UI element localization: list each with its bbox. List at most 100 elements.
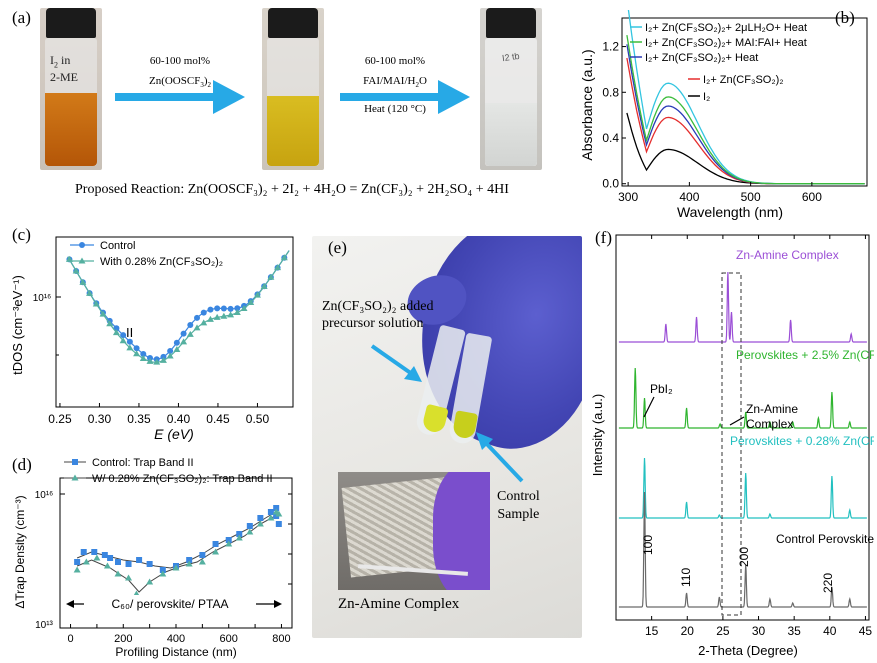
tdos-point-zn	[112, 329, 120, 336]
tdos-point-control	[200, 309, 207, 316]
panel-d-xlabel: Profiling Distance (nm)	[115, 645, 236, 659]
d-control-point	[91, 549, 98, 555]
d-xtick-label: 600	[220, 633, 238, 645]
panel-d-ylabel: ΔTrap Density (cm⁻³)	[13, 495, 27, 608]
d-control-point	[267, 509, 274, 515]
b-xtick-label: 300	[618, 190, 638, 204]
arrow-head-1-icon	[404, 366, 422, 382]
tdos-point-control	[220, 305, 227, 312]
d-zn-point	[82, 558, 90, 565]
tdos-point-control	[120, 332, 127, 339]
panel-e-text2-line1: Control	[497, 489, 540, 504]
d-zn-point	[212, 548, 220, 555]
c-legend-marker	[78, 257, 86, 264]
zn-amine-inset-photo	[338, 472, 490, 590]
c-legend-text-0: Control	[100, 240, 135, 252]
d-control-point	[159, 567, 166, 573]
absorbance-curve-1	[626, 34, 865, 185]
d-xtick-label: 200	[114, 633, 132, 645]
c-legend-marker	[79, 242, 85, 248]
tdos-point-zn	[106, 320, 114, 327]
tdos-point-control	[126, 338, 133, 345]
f-annot-110: 110	[679, 568, 693, 587]
f-xtick-label: 15	[645, 624, 659, 638]
tdos-point-zn	[79, 278, 87, 285]
f-trace-label-0: Zn-Amine Complex	[736, 248, 839, 262]
panel-b-frame	[621, 17, 868, 187]
f-xtick-label: 20	[681, 624, 695, 638]
tdos-point-zn	[186, 330, 194, 337]
vial1-label-2me: 2-ME	[50, 70, 78, 85]
panel-a-label: (a)	[12, 8, 31, 27]
xrd-trace-0	[618, 271, 867, 343]
panel-c-frame	[55, 236, 294, 408]
d-zn-point	[172, 564, 180, 571]
d-zn-point	[103, 562, 111, 569]
panel-b-chart: 300 400 500 600 0.0 0.4 0.8 1.2 Wavelength (nm)…	[580, 10, 868, 220]
d-zn-point	[275, 510, 283, 517]
c-xtick-label: 0.25	[48, 412, 72, 426]
panel-c-ytick: 10¹⁶	[33, 293, 52, 304]
d-zn-point	[114, 570, 122, 577]
d-control-point	[186, 557, 193, 563]
d-control-point	[246, 523, 253, 529]
vial-photo-2	[262, 8, 324, 170]
panel-c-chart: 0.25 0.30 0.35 0.40 0.45 0.50 10¹⁶ II E (eV) …	[10, 236, 294, 442]
c-legend-text-1: With 0.28% Zn(CF₃SO₂)₂	[100, 256, 223, 268]
tdos-point-zn	[126, 344, 134, 351]
b-ytick-label: 0.4	[602, 131, 619, 145]
absorbance-curve-4	[626, 112, 865, 185]
d-control-point	[236, 531, 243, 537]
d-control-point	[115, 559, 121, 565]
arrow2-sub: 2	[415, 81, 419, 90]
panel-d-arrow-text: C₆₀/ perovskite/ PTAA	[112, 597, 229, 611]
d-zn-point	[235, 534, 243, 541]
vial1-label-i: I	[50, 53, 54, 67]
d-zn-point	[93, 554, 101, 561]
f-annot-pbi2: PbI₂	[650, 382, 673, 396]
f-xtick-label: 45	[859, 624, 873, 638]
d-control-point	[146, 561, 153, 567]
tdos-point-control	[160, 353, 167, 360]
arrow2-line3: Heat (120 °C)	[364, 103, 426, 116]
d-legend-text-1: W/ 0.28% Zn(CF₃SO₂)₂: Trap Band II	[92, 473, 273, 485]
tdos-point-zn	[240, 304, 248, 311]
f-annot-100: 100	[641, 535, 655, 555]
b-legend-text: I₂+ Zn(CF₃SO₂)₂+ Heat	[645, 52, 758, 64]
panel-e-text1-line1: Zn(CF₃SO₂)₂ added	[322, 299, 434, 314]
arrow1-line2b: )	[203, 75, 208, 87]
d-legend-text-0: Control: Trap Band II	[92, 457, 194, 469]
d-control-point	[136, 557, 143, 563]
tdos-point-control	[187, 321, 194, 328]
b-legend-text: I₂+ Zn(CF₃SO₂)₂	[703, 74, 784, 86]
profiling-arrow: C₆₀/ perovskite/ PTAA	[66, 595, 282, 613]
tdos-point-control	[194, 314, 201, 321]
b-xtick-label: 400	[679, 190, 699, 204]
vial-photo-1: I2 in 2-ME	[40, 8, 102, 170]
tdos-point-zn	[247, 299, 255, 306]
arrow-to-zn-tube-icon	[370, 344, 414, 376]
panel-e-text1: Zn(CF₃SO₂)₂ added precursor solution	[322, 298, 433, 332]
c-xtick-label: 0.40	[167, 412, 191, 426]
f-trace-label-1: Perovskites + 2.5% Zn(CF₃SO₂)₂	[736, 348, 874, 362]
tdos-point-zn	[119, 337, 127, 344]
d-control-point	[257, 515, 264, 521]
f-zn-arrow-icon	[729, 416, 745, 426]
panel-c-annotation: II	[126, 325, 133, 340]
f-xtick-label: 40	[823, 624, 837, 638]
arrow1-text: 60-100 mol% Zn(OOSCF3)2	[130, 55, 230, 89]
d-zn-point	[267, 514, 275, 521]
panel-f-ylabel: Intensity (a.u.)	[590, 394, 605, 476]
arrow1-sub2: 2	[207, 81, 212, 90]
panel-d-ytick-top: 10¹⁶	[35, 490, 54, 501]
d-zn-point	[256, 520, 264, 527]
c-xtick-label: 0.50	[246, 412, 270, 426]
d-control-point	[74, 559, 81, 565]
d-xtick-label: 400	[167, 633, 185, 645]
d-zn-point	[246, 528, 254, 535]
tdos-point-zn	[193, 324, 201, 331]
panel-c-xlabel: E (eV)	[154, 426, 194, 442]
arrow2-line1: 60-100 mol%	[364, 55, 426, 67]
tdos-point-control	[227, 305, 234, 312]
tdos-point-control	[234, 305, 241, 312]
